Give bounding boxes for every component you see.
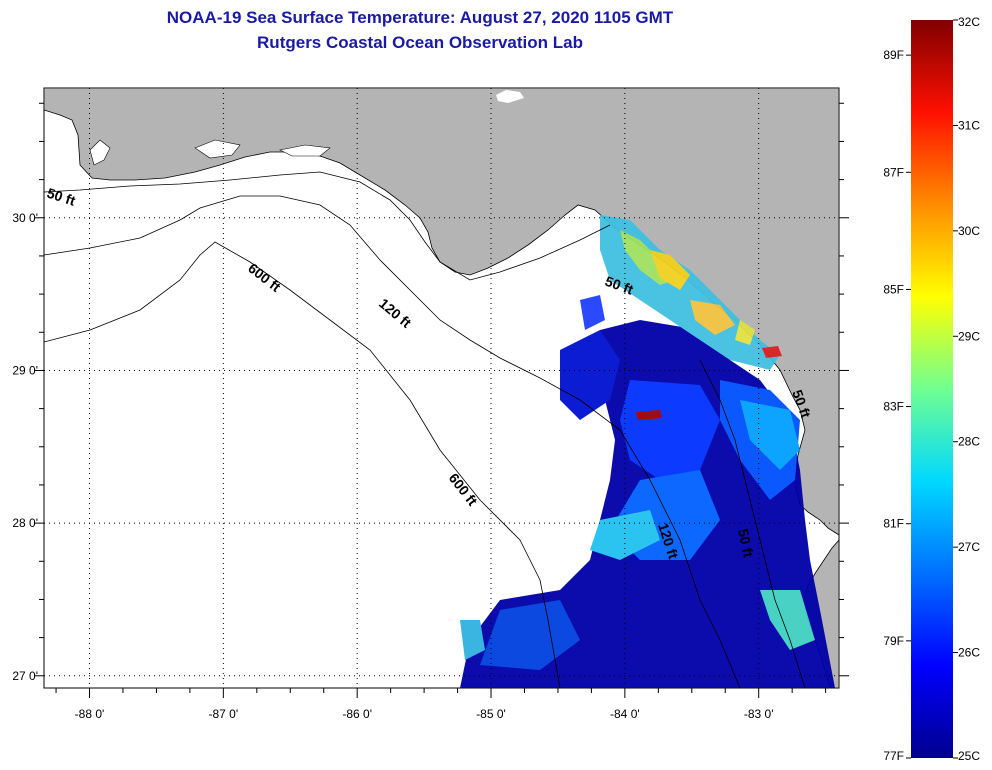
lat-tick-label: 28 0' [12, 516, 38, 530]
latitude-labels: 30 0' 29 0' 28 0' 27 0' [12, 211, 38, 683]
lon-tick-label: -85 0' [476, 707, 506, 721]
lon-tick-label: -83 0' [744, 707, 774, 721]
fahrenheit-label: 89F [883, 48, 904, 62]
color-scale-bar [911, 20, 953, 758]
lon-tick-label: -84 0' [610, 707, 640, 721]
celsius-label: 26C [958, 646, 980, 660]
celsius-label: 32C [958, 15, 980, 29]
bay-cut [89, 139, 111, 166]
lake [496, 90, 524, 103]
color-scale-labels: 32C 31C 30C 29C 28C 27C 26C 25C 89F 87F 85F 83F 81F 7… [883, 15, 980, 763]
lat-tick-label: 30 0' [12, 211, 38, 225]
bay-cut [279, 144, 331, 157]
bay-cut [194, 139, 241, 159]
contour-label: 50 ft [735, 527, 757, 559]
contour-120ft [44, 195, 741, 688]
land-mass [44, 88, 839, 536]
map-title: NOAA-19 Sea Surface Temperature: August … [166, 8, 674, 27]
fahrenheit-label: 81F [883, 517, 904, 531]
celsius-label: 30C [958, 224, 980, 238]
fahrenheit-label: 79F [883, 634, 904, 648]
contour-600ft [44, 241, 561, 688]
contour-50ft-east [699, 359, 806, 688]
lon-tick-label: -87 0' [209, 707, 239, 721]
fahrenheit-label: 77F [883, 749, 904, 763]
lon-tick-label: -88 0' [75, 707, 105, 721]
celsius-label: 31C [958, 118, 980, 132]
fahrenheit-label: 83F [883, 400, 904, 414]
fahrenheit-label: 87F [883, 165, 904, 179]
celsius-label: 25C [958, 749, 980, 763]
sst-data [460, 215, 835, 688]
lat-tick-label: 27 0' [12, 669, 38, 683]
graticule [44, 88, 839, 688]
celsius-label: 28C [958, 435, 980, 449]
fahrenheit-label: 85F [883, 282, 904, 296]
celsius-label: 29C [958, 329, 980, 343]
longitude-labels: -88 0' -87 0' -86 0' -85 0' -84 0' -83 0' [75, 707, 774, 721]
celsius-label: 27C [958, 540, 980, 554]
lon-tick-label: -86 0' [342, 707, 372, 721]
map-subtitle: Rutgers Coastal Ocean Observation Lab [257, 33, 583, 52]
contour-50ft [44, 171, 611, 281]
axis-ticks [34, 102, 849, 698]
lat-tick-label: 29 0' [12, 363, 38, 377]
